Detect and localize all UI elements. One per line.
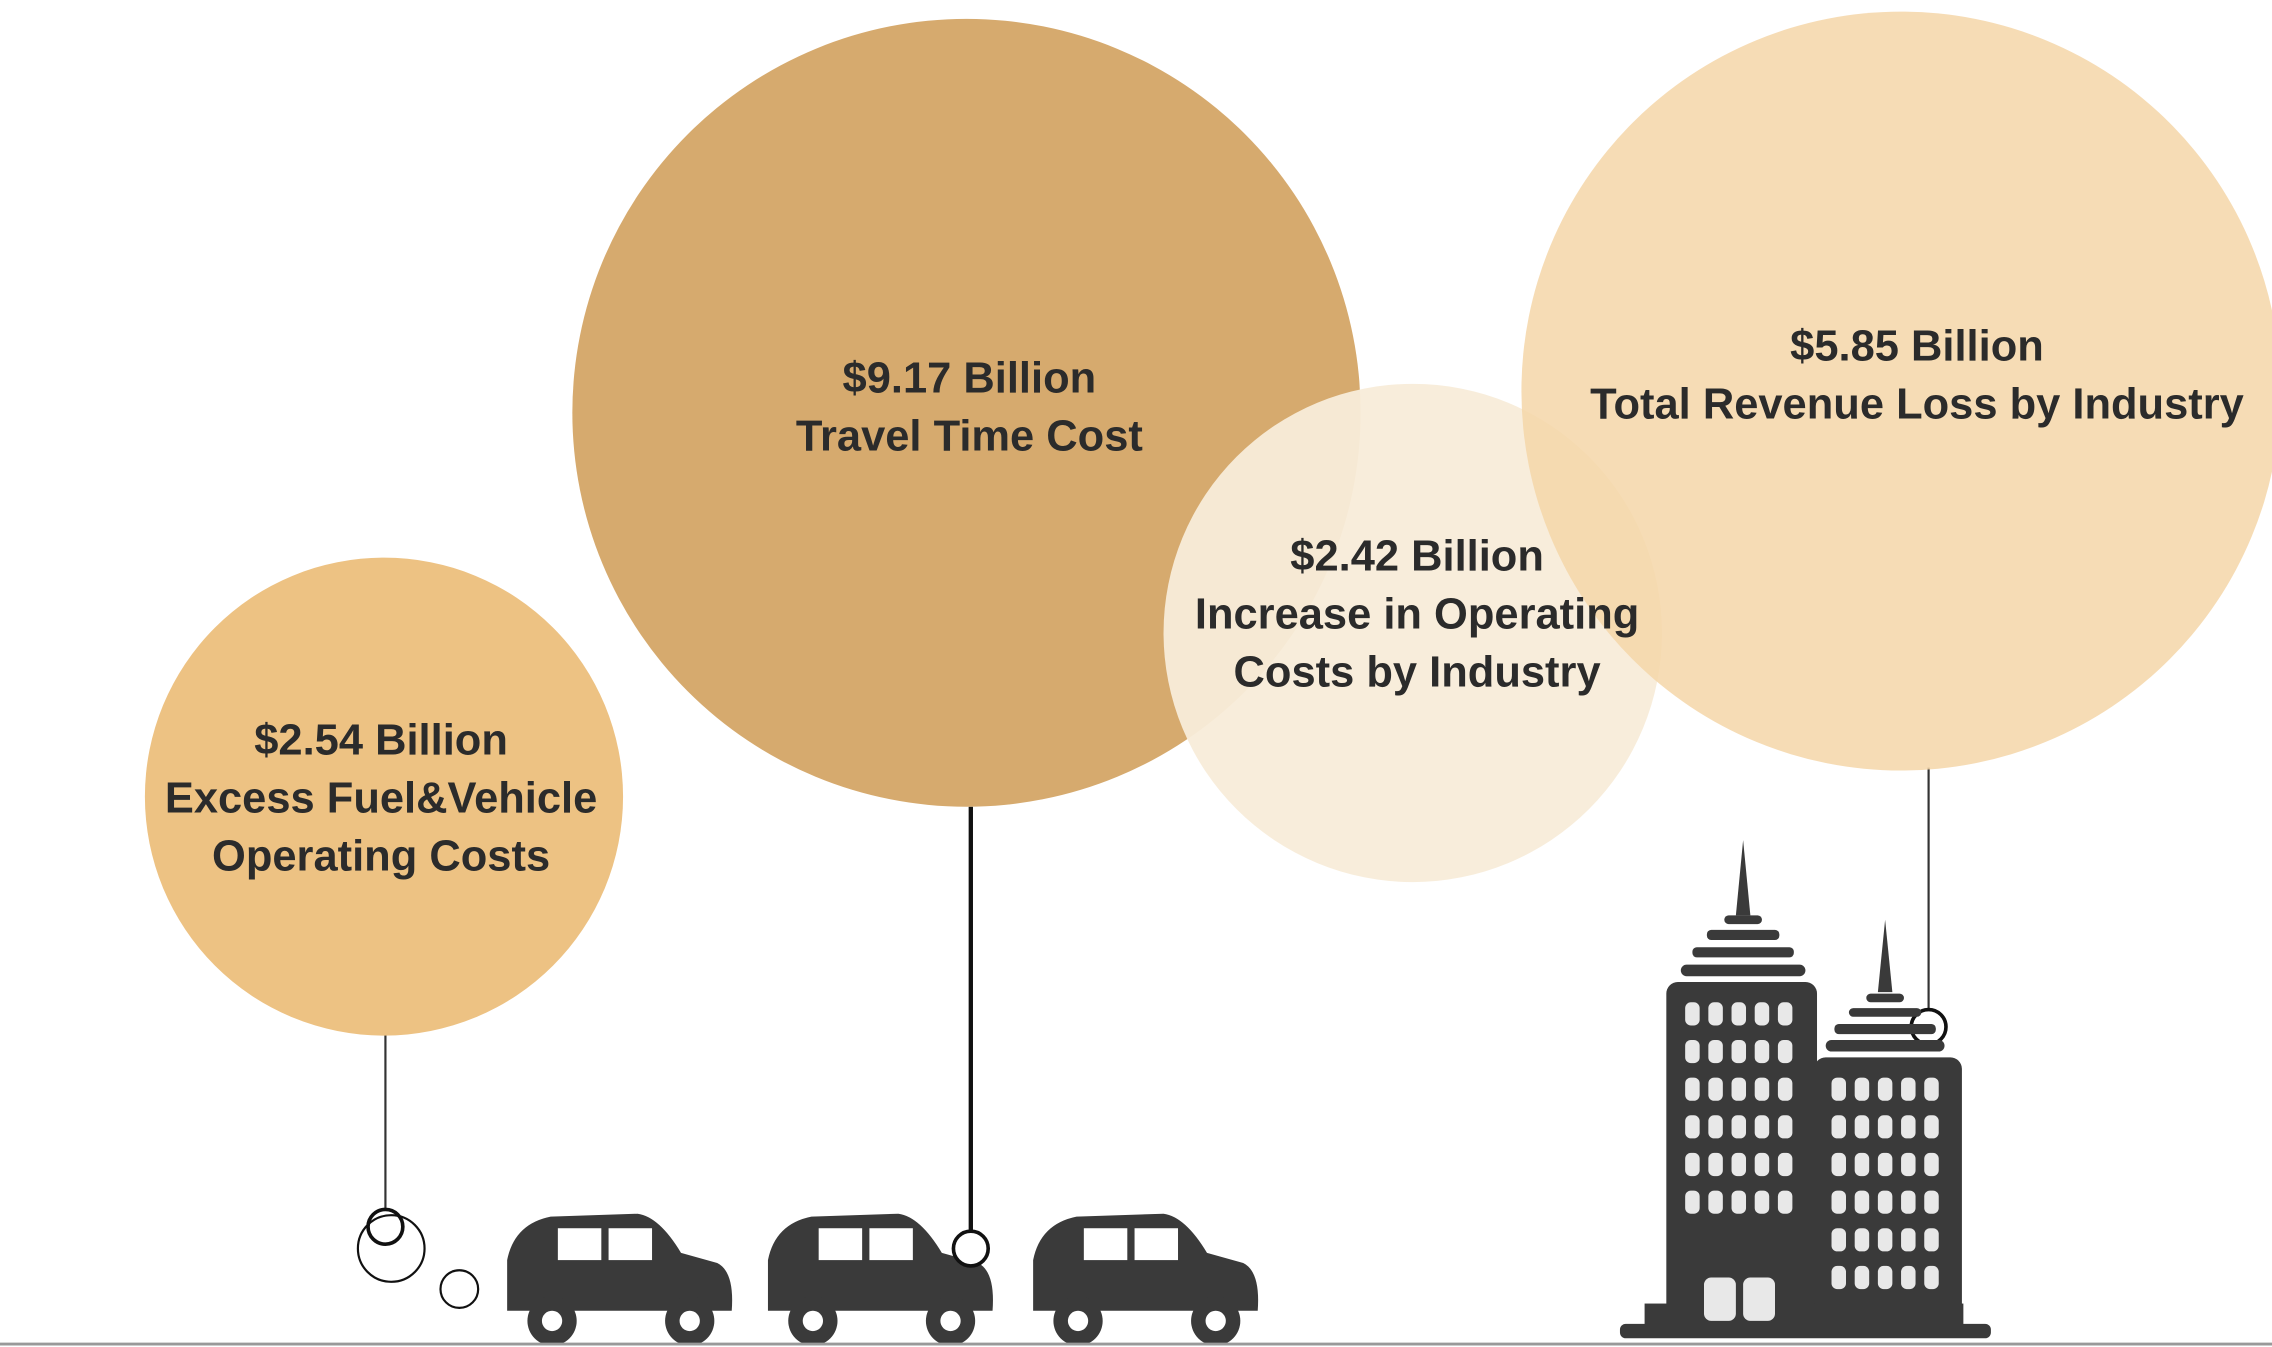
knot (953, 1231, 988, 1266)
window (1924, 1153, 1938, 1176)
amount: $2.42 Billion (1290, 533, 1544, 581)
window (1878, 1191, 1892, 1214)
window (1878, 1228, 1892, 1251)
window (1901, 1266, 1915, 1289)
car (507, 1214, 732, 1346)
window (1685, 1153, 1699, 1176)
amount: $5.85 Billion (1790, 323, 2044, 371)
window (1832, 1191, 1846, 1214)
window (1778, 1078, 1792, 1101)
window (1685, 1002, 1699, 1025)
window (1855, 1228, 1869, 1251)
window (1901, 1228, 1915, 1251)
label: Travel Time Cost (796, 412, 1143, 460)
window (1685, 1115, 1699, 1138)
window (1732, 1040, 1746, 1063)
amount: $2.54 Billion (254, 717, 508, 765)
label: Total Revenue Loss by Industry (1590, 380, 2244, 428)
window (1832, 1153, 1846, 1176)
amount: $9.17 Billion (843, 354, 1097, 402)
window (1778, 1115, 1792, 1138)
window (1708, 1191, 1722, 1214)
cars (507, 1214, 1258, 1346)
window (1708, 1115, 1722, 1138)
window (1732, 1153, 1746, 1176)
window (1924, 1228, 1938, 1251)
window (1755, 1115, 1769, 1138)
window (1778, 1002, 1792, 1025)
knot (358, 1215, 425, 1282)
window (1708, 1040, 1722, 1063)
window (1685, 1040, 1699, 1063)
window (1901, 1191, 1915, 1214)
window (1685, 1191, 1699, 1214)
window (1732, 1115, 1746, 1138)
window (1924, 1115, 1938, 1138)
label: Excess Fuel&Vehicle (165, 774, 597, 822)
window (1778, 1040, 1792, 1063)
window (1708, 1002, 1722, 1025)
window (1832, 1078, 1846, 1101)
window (1732, 1191, 1746, 1214)
window (1708, 1078, 1722, 1101)
window (1778, 1191, 1792, 1214)
window (1855, 1115, 1869, 1138)
window (1708, 1153, 1722, 1176)
window (1732, 1002, 1746, 1025)
door (1743, 1277, 1775, 1320)
window (1901, 1078, 1915, 1101)
window (1924, 1266, 1938, 1289)
window (1832, 1115, 1846, 1138)
window (1855, 1078, 1869, 1101)
label: Increase in Operating (1195, 591, 1639, 639)
infographic: $2.54 Billion Excess Fuel&Vehicle Operat… (0, 0, 2272, 1347)
window (1755, 1002, 1769, 1025)
window (1855, 1153, 1869, 1176)
knot (440, 1270, 478, 1308)
window (1832, 1228, 1846, 1251)
window (1732, 1078, 1746, 1101)
window (1901, 1153, 1915, 1176)
window (1755, 1191, 1769, 1214)
door (1704, 1277, 1736, 1320)
window (1755, 1040, 1769, 1063)
window (1924, 1191, 1938, 1214)
window (1685, 1078, 1699, 1101)
window (1901, 1115, 1915, 1138)
window (1855, 1266, 1869, 1289)
window (1832, 1266, 1846, 1289)
car (1033, 1214, 1258, 1346)
window (1755, 1078, 1769, 1101)
window (1878, 1115, 1892, 1138)
window (1878, 1078, 1892, 1101)
page: $2.54 Billion Excess Fuel&Vehicle Operat… (0, 0, 2272, 1347)
window (1924, 1078, 1938, 1101)
window (1878, 1153, 1892, 1176)
label: Operating Costs (212, 832, 550, 880)
label: Costs by Industry (1234, 648, 1601, 696)
window (1878, 1266, 1892, 1289)
window (1778, 1153, 1792, 1176)
window (1755, 1153, 1769, 1176)
window (1855, 1191, 1869, 1214)
